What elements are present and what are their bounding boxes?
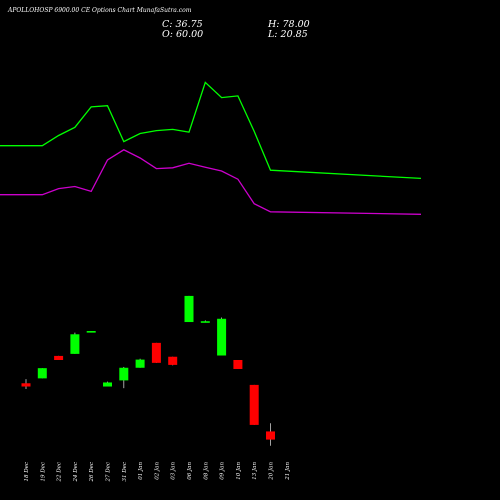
candle (70, 332, 80, 354)
x-tick-label: 18 Dec (24, 462, 30, 482)
candle-body (233, 360, 243, 369)
x-tick-label: 26 Dec (89, 462, 95, 483)
candle (119, 366, 129, 389)
candle-body (21, 383, 31, 387)
lower-line-series (0, 149, 422, 215)
candle (184, 295, 194, 323)
close-value: C: 36.75 (162, 19, 203, 30)
candle (200, 320, 210, 323)
candle (135, 358, 145, 368)
x-tick-label: 01 Jan (138, 462, 144, 480)
candle (233, 360, 243, 369)
x-tick-label: 20 Jan (269, 462, 275, 481)
high-value: H: 78.00 (268, 19, 310, 30)
candle-body (103, 382, 112, 387)
x-tick-label: 21 Jan (285, 462, 291, 481)
candle-body (200, 321, 210, 323)
candle (217, 317, 227, 356)
candle-body (168, 356, 178, 365)
upper-line-series (0, 81, 422, 180)
x-tick-label: 03 Jan (171, 462, 177, 480)
candle (86, 331, 96, 333)
candle-body (54, 355, 64, 360)
candle-body (135, 359, 145, 368)
x-tick-label: 27 Dec (106, 462, 112, 483)
x-tick-label: 31 Dec (122, 462, 128, 482)
low-value: L: 20.85 (268, 29, 308, 40)
candle (266, 423, 275, 446)
candle-body (86, 331, 96, 333)
x-tick-label: 22 Dec (57, 462, 63, 483)
candle (249, 384, 259, 425)
candle (151, 342, 161, 363)
open-value: O: 60.00 (162, 29, 204, 40)
x-tick-label: 08 Jan (203, 462, 209, 480)
candle-body (184, 295, 194, 323)
x-tick-label: 02 Jan (154, 462, 160, 480)
x-tick-label: 24 Dec (73, 462, 79, 483)
candle (168, 356, 178, 366)
candle (21, 379, 31, 389)
candle-body (70, 334, 80, 354)
candle-body (266, 431, 275, 440)
candle-body (217, 318, 227, 356)
candle-body (151, 342, 161, 363)
chart-title: APOLLOHOSP 6900.00 CE Options Chart Muna… (8, 7, 192, 14)
candle-body (119, 367, 129, 381)
x-tick-label: 10 Jan (236, 462, 242, 480)
candle (103, 381, 112, 387)
candle (37, 368, 47, 379)
candle-body (249, 384, 259, 425)
x-tick-label: 09 Jan (220, 462, 226, 480)
x-tick-label: 06 Jan (187, 462, 193, 480)
candle (54, 355, 64, 360)
candle-body (37, 368, 47, 379)
x-tick-label: 19 Dec (40, 462, 46, 482)
x-tick-label: 13 Jan (252, 462, 258, 480)
